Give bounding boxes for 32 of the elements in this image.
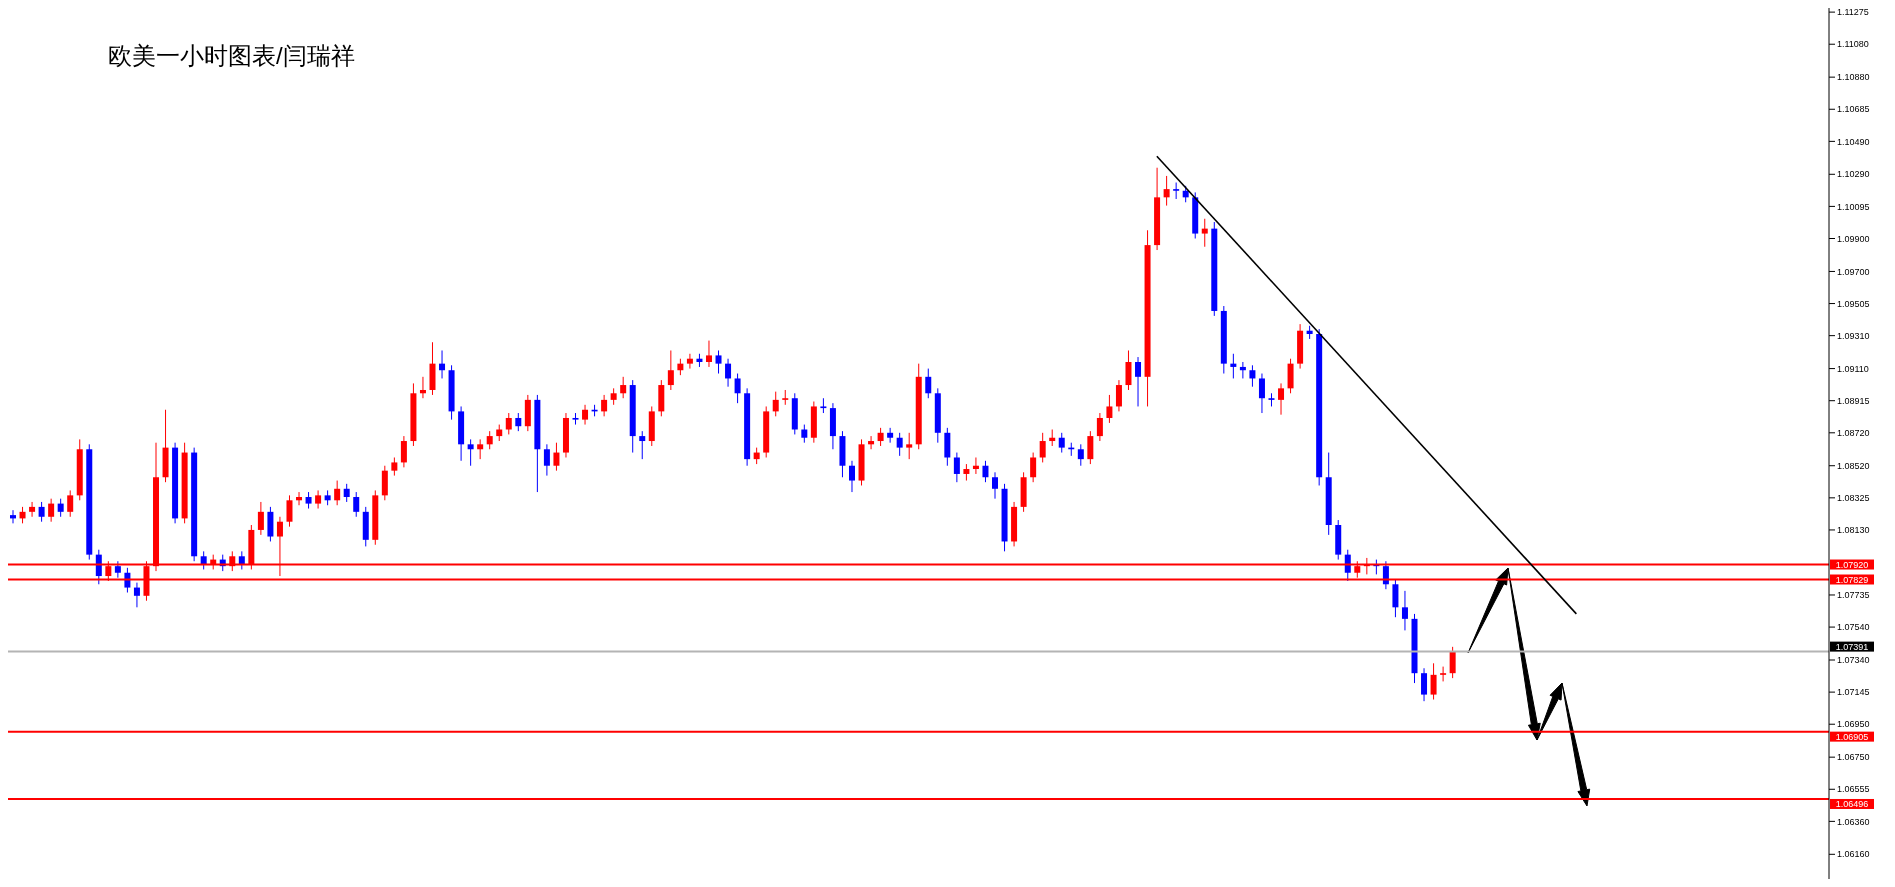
y-tick-label: 1.10685	[1837, 104, 1870, 115]
ref-line-label: 1.06496	[1835, 798, 1869, 809]
y-tick-label: 1.11275	[1837, 7, 1869, 18]
y-tick-label: 1.06555	[1837, 784, 1870, 795]
y-tick-label: 1.08325	[1837, 493, 1870, 504]
y-tick-label: 1.09505	[1837, 298, 1870, 309]
text: 欧美一小时图表/闫瑞祥	[108, 41, 355, 71]
y-tick-label: 1.07735	[1837, 590, 1870, 601]
y-tick-label: 1.09310	[1837, 330, 1870, 341]
y-tick-label: 1.09900	[1837, 233, 1870, 244]
y-tick-label: 1.10095	[1837, 201, 1870, 212]
y-tick-label: 1.07340	[1837, 655, 1870, 666]
ref-line-label: 1.07391	[1835, 641, 1869, 652]
y-tick-label: 1.06160	[1837, 849, 1870, 860]
y-tick-label: 1.07540	[1837, 622, 1870, 633]
y-tick-label: 1.11080	[1837, 39, 1869, 50]
y-tick-label: 1.08720	[1837, 427, 1870, 438]
y-tick-label: 1.09110	[1837, 363, 1869, 374]
ref-line-label: 1.07920	[1835, 559, 1869, 570]
y-tick-label: 1.09700	[1837, 266, 1870, 277]
y-tick-label: 1.08915	[1837, 395, 1870, 406]
y-tick-label: 1.10490	[1837, 136, 1870, 147]
y-tick-label: 1.08520	[1837, 460, 1870, 471]
y-tick-label: 1.06360	[1837, 816, 1870, 827]
y-tick-label: 1.08130	[1837, 525, 1870, 536]
ref-line-label: 1.06905	[1835, 731, 1869, 742]
ref-line-label: 1.07829	[1835, 574, 1869, 585]
y-tick-label: 1.06750	[1837, 752, 1870, 763]
y-tick-label: 1.10290	[1837, 169, 1870, 180]
y-tick-label: 1.07145	[1837, 687, 1870, 698]
y-tick-label: 1.10880	[1837, 72, 1870, 83]
y-tick-label: 1.06950	[1837, 719, 1870, 730]
